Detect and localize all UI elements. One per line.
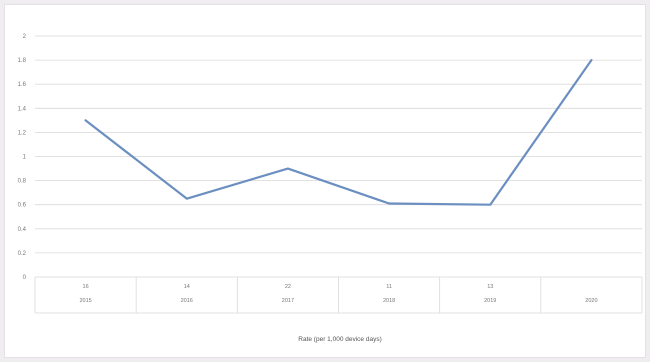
x-tick-label-count: 16 bbox=[83, 284, 89, 290]
y-tick-label: 1.8 bbox=[18, 58, 27, 64]
data-point bbox=[489, 204, 491, 206]
x-tick-label-count: 11 bbox=[386, 284, 392, 290]
y-tick-label: 1.6 bbox=[18, 82, 27, 88]
y-tick-label: 1.2 bbox=[18, 130, 27, 136]
data-point bbox=[84, 119, 87, 121]
x-tick-label-count: 14 bbox=[184, 284, 190, 290]
x-axis-table: 16 14 22 11 13 2015 2016 2017 2018 2019 2020 bbox=[34, 277, 643, 314]
x-tick-label-year: 2017 bbox=[282, 298, 294, 304]
x-tick-label-count: 13 bbox=[487, 284, 493, 290]
y-tick-label: 2 bbox=[23, 34, 27, 40]
y-axis-ticks: 0 0.2 0.4 0.6 0.8 1 1.2 1.4 1.6 1.8 2 bbox=[18, 34, 27, 281]
y-tick-label: 0.6 bbox=[18, 203, 27, 209]
y-tick-label: 0.2 bbox=[18, 251, 27, 257]
data-point bbox=[388, 202, 390, 205]
x-tick-label-count: 22 bbox=[285, 284, 291, 290]
x-tick-label-year: 2019 bbox=[484, 298, 496, 304]
x-axis-title: Rate (per 1,000 device days) bbox=[298, 336, 381, 343]
data-point bbox=[186, 198, 188, 200]
x-tick-label-year: 2015 bbox=[79, 298, 91, 304]
x-tick-label-year: 2018 bbox=[383, 298, 395, 304]
series-line bbox=[84, 58, 593, 206]
y-tick-label: 0.4 bbox=[18, 227, 27, 233]
y-tick-label: 1 bbox=[23, 155, 27, 161]
series-layer bbox=[84, 58, 593, 206]
data-point bbox=[287, 167, 289, 170]
y-tick-label: 0.8 bbox=[18, 179, 27, 185]
x-tick-label-year: 2016 bbox=[181, 298, 193, 304]
x-tick-label-year: 2020 bbox=[585, 298, 597, 304]
data-point bbox=[590, 59, 593, 61]
grid-lines bbox=[35, 35, 642, 278]
y-tick-label: 1.4 bbox=[18, 106, 27, 112]
y-tick-label: 0 bbox=[23, 275, 27, 281]
